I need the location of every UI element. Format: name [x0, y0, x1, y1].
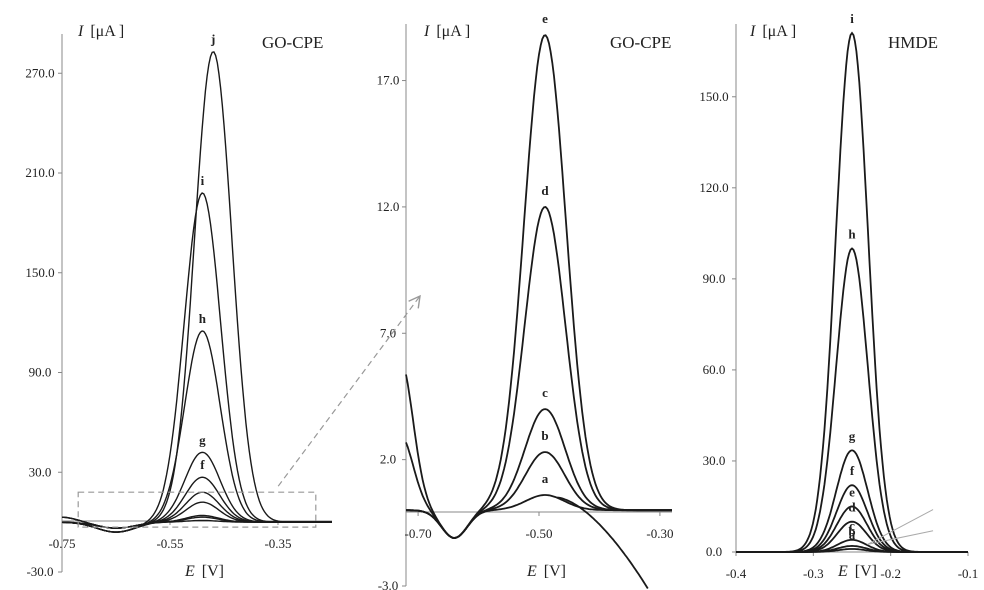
panel-middle-y-axis-title: I [μA ] — [423, 23, 470, 40]
panel-left-curve-label-i: i — [201, 173, 205, 188]
panel-left-curves — [61, 51, 332, 533]
panel-left-y-tick-label: 210.0 — [25, 165, 54, 180]
panel-left-curve-f — [61, 476, 332, 533]
panel-middle-curve-label-b: b — [541, 428, 548, 443]
panel-left-x-unit: [V] — [202, 563, 224, 580]
panel-middle-curve-e — [406, 34, 672, 539]
panel-right-curve-i — [736, 31, 968, 553]
zoom-overlay — [77, 294, 421, 528]
panel-middle-x-tick-label: -0.50 — [525, 526, 552, 541]
panel-right-y-axis-title: I [μA ] — [749, 23, 796, 40]
panel-left-x-tick-label: -0.55 — [156, 536, 183, 551]
panel-middle-y-var: I — [423, 23, 430, 40]
panel-left-x-axis-title: E [V] — [184, 563, 224, 580]
panel-middle-y-tick-label: -3.0 — [378, 578, 399, 590]
panel-middle: -3.02.07.012.017.0-0.70 -0.50 -0.30 abcde … — [377, 11, 674, 590]
panel-right-x-var: E — [837, 563, 848, 580]
panel-right-curve-label-g: g — [849, 428, 856, 443]
panel-middle-curve-tail — [556, 496, 649, 589]
panel-left-title: GO-CPE — [262, 33, 323, 52]
panel-right-curves — [736, 31, 968, 553]
panel-left-curve-label-f: f — [200, 457, 205, 472]
panel-middle-curve-label-e: e — [542, 11, 548, 26]
panel-right-leader-b — [867, 509, 934, 545]
panel-middle-curves — [405, 34, 672, 589]
panel-right-curve-label-b: b — [848, 524, 855, 539]
panel-right-x-tick-label: -0.1 — [958, 566, 979, 581]
panel-left-x-tick-label: -0.75 — [48, 536, 75, 551]
panel-right-y-tick-label: 120.0 — [699, 180, 728, 195]
panel-right-leader-a — [867, 530, 934, 545]
panel-right-y-tick-label: 60.0 — [703, 362, 726, 377]
panel-left-x-var: E — [184, 563, 195, 580]
panel-left-y-axis-title: I [μA ] — [77, 23, 124, 40]
panel-right-x-unit: [V] — [855, 563, 877, 580]
panel-right-y-tick-label: 150.0 — [699, 89, 728, 104]
panel-middle-x-unit: [V] — [544, 563, 566, 580]
panel-right-x-tick-label: -0.2 — [880, 566, 901, 581]
panel-right-x-tick-label: -0.4 — [726, 566, 747, 581]
panel-right-curve-label-i: i — [850, 11, 854, 26]
panel-right-curve-label-a: a — [849, 527, 856, 542]
panel-left: -30.0 30.0 90.0 150.0 210.0 270.0 -0.75 -0.55 -0… — [25, 23, 332, 580]
panel-middle-x-tick-label: -0.30 — [646, 526, 673, 541]
panel-left-y-tick-label: 30.0 — [29, 464, 52, 479]
panel-middle-curve-label-a: a — [542, 471, 549, 486]
panel-right-y-var: I — [749, 23, 756, 40]
panel-left-curve-j — [61, 51, 332, 533]
panel-right-curve-label-c: c — [849, 518, 855, 533]
panel-left-curve-labels: fg h i j — [199, 32, 216, 473]
panel-middle-y-tick-label: 12.0 — [377, 199, 400, 214]
zoom-arrow — [277, 294, 421, 487]
zoom-box — [77, 491, 317, 528]
panel-right-curve-label-h: h — [848, 227, 856, 242]
panel-left-ticks: -30.0 30.0 90.0 150.0 210.0 270.0 -0.75 -0.55 -0… — [25, 34, 332, 579]
panel-right: 0.0 30.0 60.0 90.0 120.0 150.0 -0.4 -0.3 -0.2 -0.… — [699, 11, 978, 581]
panel-middle-y-unit: [μA ] — [436, 23, 470, 40]
panel-right-curve-label-e: e — [849, 484, 855, 499]
panel-middle-curve-d — [406, 206, 672, 539]
panel-right-y-tick-label: 90.0 — [703, 271, 726, 286]
panel-left-curve-label-g: g — [199, 432, 206, 447]
panel-left-y-tick-label: -30.0 — [26, 564, 53, 579]
panel-left-y-tick-label: 270.0 — [25, 65, 54, 80]
panel-middle-title: GO-CPE — [610, 33, 671, 52]
panel-middle-y-tick-label: 2.0 — [380, 452, 396, 467]
panel-right-ticks: 0.0 30.0 60.0 90.0 120.0 150.0 -0.4 -0.3 -0.2 -0.… — [699, 24, 978, 581]
panel-middle-curve-label-d: d — [541, 183, 549, 198]
panel-middle-curve-c — [406, 408, 672, 539]
panel-left-y-unit: [μA ] — [90, 23, 124, 40]
panel-middle-x-tick-label: -0.70 — [405, 526, 432, 541]
panel-right-x-axis-title: E [V] — [837, 563, 877, 580]
panel-middle-curve-labels: a b c d e — [541, 11, 549, 486]
panel-middle-y-tick-label: 7.0 — [380, 325, 396, 340]
panel-right-title: HMDE — [888, 33, 938, 52]
panel-middle-ticks: -3.0 2.0 7.0 12.0 17.0 -0.70 -0.50 -0.30 — [377, 24, 673, 590]
panel-left-curve-label-j: j — [210, 32, 215, 47]
panel-right-y-tick-label: 30.0 — [703, 453, 726, 468]
panel-middle-y-tick-label: 17.0 — [377, 73, 400, 88]
panel-left-y-tick-label: 150.0 — [25, 265, 54, 280]
panel-left-curve-i — [61, 192, 332, 533]
panel-left-y-var: I — [77, 23, 84, 40]
panel-left-x-tick-label: -0.35 — [264, 536, 291, 551]
panel-right-curve-label-d: d — [848, 500, 856, 515]
panel-middle-x-axis-title: E [V] — [526, 563, 566, 580]
panel-left-curve-h — [61, 330, 332, 533]
panel-middle-curve-b — [405, 442, 672, 539]
panel-middle-curve-label-c: c — [542, 385, 548, 400]
panel-right-curve-label-f: f — [850, 463, 855, 478]
panel-middle-x-var: E — [526, 563, 537, 580]
panel-right-x-tick-label: -0.3 — [803, 566, 824, 581]
panel-right-y-unit: [μA ] — [762, 23, 796, 40]
panel-left-curve-label-h: h — [199, 311, 207, 326]
panel-left-y-tick-label: 90.0 — [29, 365, 52, 380]
panel-right-y-tick-label: 0.0 — [706, 544, 722, 559]
